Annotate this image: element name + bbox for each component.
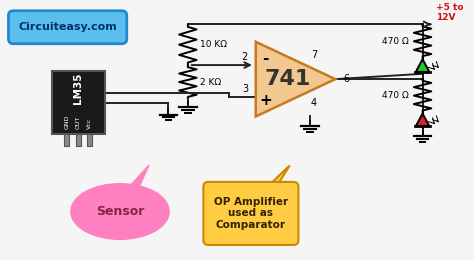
Text: OP Amplifier
used as
Comparator: OP Amplifier used as Comparator [214, 197, 288, 230]
Text: 6: 6 [343, 74, 349, 84]
FancyBboxPatch shape [9, 11, 127, 44]
Polygon shape [416, 59, 429, 72]
Text: Circuiteasy.com: Circuiteasy.com [18, 22, 117, 32]
Text: 4: 4 [311, 98, 317, 108]
Polygon shape [130, 165, 149, 186]
Text: 470 Ω: 470 Ω [382, 37, 409, 46]
Text: LM35: LM35 [73, 73, 83, 104]
Text: 2 KΩ: 2 KΩ [201, 77, 222, 87]
FancyBboxPatch shape [203, 182, 299, 245]
Bar [88, 134, 92, 146]
Text: 10 KΩ: 10 KΩ [201, 40, 228, 49]
Text: 470 Ω: 470 Ω [382, 91, 409, 100]
Text: Vcc: Vcc [87, 118, 92, 129]
Polygon shape [265, 165, 290, 189]
Ellipse shape [72, 184, 168, 239]
Text: +: + [259, 93, 272, 108]
Text: +5 to
12V: +5 to 12V [436, 3, 464, 22]
FancyBboxPatch shape [52, 71, 105, 134]
Polygon shape [416, 114, 429, 126]
Bar [76, 134, 81, 146]
Text: GND: GND [64, 115, 69, 129]
Text: Sensor: Sensor [96, 205, 144, 218]
Text: 2: 2 [242, 52, 248, 62]
Polygon shape [256, 42, 335, 116]
Text: 3: 3 [242, 84, 248, 94]
Text: 741: 741 [264, 69, 311, 89]
Text: -: - [262, 51, 269, 66]
Bar [64, 134, 69, 146]
Text: 7: 7 [311, 50, 317, 60]
Text: OUT: OUT [76, 116, 81, 129]
